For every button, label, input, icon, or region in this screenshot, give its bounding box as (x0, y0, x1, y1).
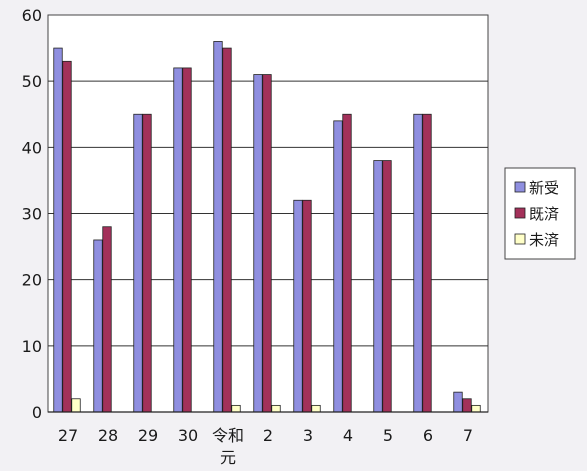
x-tick-label: 27 (58, 426, 78, 445)
legend-label-2: 未済 (529, 231, 559, 249)
bar-既済-1 (102, 226, 112, 413)
bar-未済-5 (271, 404, 281, 413)
legend-label-0: 新受 (529, 179, 559, 197)
y-tick-label: 30 (22, 205, 42, 224)
bar-新受-5 (253, 74, 263, 413)
bar-既済-2 (142, 113, 152, 413)
y-tick-label: 40 (22, 138, 42, 157)
bar-新受-4 (213, 41, 223, 413)
legend-swatch-1 (514, 207, 526, 219)
y-tick-label: 10 (22, 337, 42, 356)
legend-swatch-0 (514, 181, 526, 193)
bar-既済-0 (62, 60, 72, 413)
bar-既済-6 (302, 199, 312, 413)
bar-新受-6 (293, 199, 303, 413)
bar-新受-10 (453, 391, 463, 413)
bar-既済-8 (382, 160, 392, 413)
bar-未済-0 (71, 398, 81, 413)
y-tick-label: 20 (22, 271, 42, 290)
x-tick-label: 30 (178, 426, 198, 445)
bar-新受-7 (333, 120, 343, 413)
x-tick-label: 28 (98, 426, 118, 445)
x-tick-label: 5 (383, 426, 393, 445)
bar-既済-10 (462, 398, 472, 413)
x-tick-label: 6 (423, 426, 433, 445)
bar-新受-8 (373, 160, 383, 413)
y-tick-label: 60 (22, 6, 42, 25)
bar-既済-5 (262, 74, 272, 413)
bar-新受-0 (53, 47, 63, 413)
x-tick-label: 7 (463, 426, 473, 445)
x-tick-label: 29 (138, 426, 158, 445)
legend-swatch-2 (514, 233, 526, 245)
bar-未済-10 (471, 404, 481, 413)
x-tick-label: 令和元 (212, 426, 244, 467)
bar-既済-3 (182, 67, 192, 413)
x-tick-label: 2 (263, 426, 273, 445)
bar-未済-6 (311, 404, 321, 413)
bar-新受-9 (413, 113, 423, 413)
x-tick-label: 4 (343, 426, 353, 445)
bar-既済-4 (222, 47, 232, 413)
y-tick-label: 0 (32, 403, 42, 422)
bar-既済-9 (422, 113, 432, 413)
bar-未済-4 (231, 404, 241, 413)
bar-新受-1 (93, 239, 103, 413)
legend-label-1: 既済 (529, 205, 559, 223)
y-tick-label: 50 (22, 72, 42, 91)
bar-既済-7 (342, 113, 352, 413)
bar-新受-2 (133, 113, 143, 413)
x-tick-label: 3 (303, 426, 313, 445)
bar-新受-3 (173, 67, 183, 413)
